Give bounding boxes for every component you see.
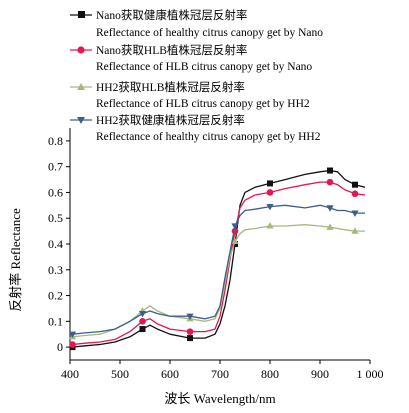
- legend-marker-nano-hlb: [77, 46, 85, 54]
- y-tick-label: 0.7: [48, 160, 63, 174]
- legend-entry-hh2-hlb: HH2获取HLB植株冠层反射率 Reflectance of HLB citru…: [70, 80, 310, 110]
- x-tick-label: 400: [61, 367, 79, 381]
- series-point-3: [68, 331, 77, 339]
- y-ticks: 0 0.1 0.2 0.3 0.4 0.5 0.6 0.7 0.8: [48, 134, 70, 354]
- y-axis-label: 反射率 Reflectance: [8, 208, 23, 312]
- legend-cn-hh2-hlb: HH2获取HLB植株冠层反射率: [96, 80, 245, 94]
- series-point-2: [326, 223, 334, 230]
- series-point-3: [138, 311, 147, 318]
- series-line-3: [72, 204, 365, 335]
- series-point-1: [351, 190, 359, 198]
- series-point-1: [326, 178, 334, 186]
- y-tick-label: 0.1: [48, 314, 63, 328]
- y-tick-label: 0.5: [48, 211, 63, 225]
- legend-entry-nano-healthy: Nano获取健康植株冠层反射率 Reflectance of healthy c…: [70, 8, 323, 39]
- series-point-1: [139, 318, 146, 325]
- x-tick-label: 800: [261, 367, 279, 381]
- series-point-0: [267, 180, 273, 187]
- series-point-2: [231, 237, 239, 245]
- series-point-0: [139, 326, 146, 333]
- y-tick-label: 0.8: [48, 134, 63, 148]
- y-tick-label: 0.6: [48, 185, 63, 199]
- series-point-3: [186, 313, 194, 320]
- series-point-2: [351, 227, 359, 234]
- series-point-2: [266, 222, 274, 229]
- x-tick-label: 1 000: [357, 367, 384, 381]
- series-point-1: [186, 328, 194, 335]
- series-point-0: [187, 335, 193, 342]
- series-point-3: [326, 205, 334, 212]
- x-tick-label: 900: [311, 367, 329, 381]
- x-tick-label: 600: [161, 367, 179, 381]
- series-point-3: [351, 210, 359, 217]
- series-point-1: [69, 341, 76, 348]
- legend-cn-nano-healthy: Nano获取健康植株冠层反射率: [96, 8, 247, 22]
- legend-marker-nano-healthy: [78, 11, 85, 18]
- series-point-0: [352, 181, 358, 188]
- legend-marker-hh2-hlb: [77, 83, 85, 90]
- x-axis-label: 波长 Wavelength/nm: [164, 391, 275, 406]
- x-tick-label: 700: [211, 367, 229, 381]
- y-tick-label: 0: [57, 340, 63, 354]
- series-layer: [68, 167, 366, 351]
- y-tick-label: 0.3: [48, 263, 63, 277]
- legend-cn-nano-hlb: Nano获取HLB植株冠层反射率: [96, 43, 247, 57]
- legend-cn-hh2-healthy: HH2获取健康植株冠层反射率: [96, 113, 245, 127]
- x-tick-label: 500: [111, 367, 129, 381]
- legend-en-hh2-hlb: Reflectance of HLB citrus canopy get by …: [96, 98, 310, 110]
- series-line-0: [72, 169, 366, 348]
- x-ticks: 400 500 600 700 800 900 1 000: [61, 360, 384, 381]
- series-point-0: [327, 167, 333, 174]
- series-point-3: [231, 223, 239, 230]
- legend: Nano获取健康植株冠层反射率 Reflectance of healthy c…: [70, 8, 323, 143]
- legend-entry-nano-hlb: Nano获取HLB植株冠层反射率 Reflectance of HLB citr…: [70, 43, 312, 73]
- legend-en-hh2-healthy: Reflectance of healthy citrus canopy get…: [96, 131, 321, 143]
- series-line-1: [72, 181, 366, 346]
- legend-en-nano-healthy: Reflectance of healthy citrus canopy get…: [96, 27, 323, 39]
- legend-entry-hh2-healthy: HH2获取健康植株冠层反射率 Reflectance of healthy ci…: [70, 113, 321, 143]
- y-tick-label: 0.4: [48, 237, 63, 251]
- y-tick-label: 0.2: [48, 289, 63, 303]
- series-line-2: [72, 224, 365, 338]
- legend-en-nano-hlb: Reflectance of HLB citrus canopy get by …: [96, 61, 312, 73]
- legend-marker-hh2-healthy: [77, 117, 85, 124]
- series-point-3: [266, 204, 274, 211]
- series-point-1: [266, 189, 274, 196]
